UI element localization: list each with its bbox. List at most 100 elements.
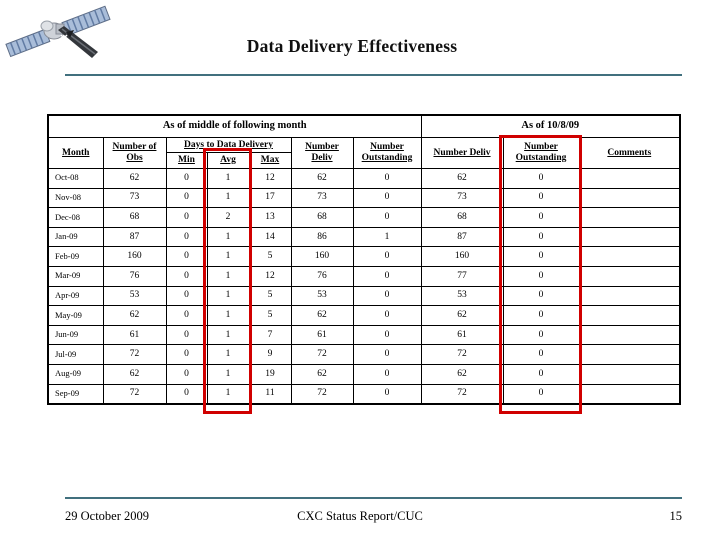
value-cell: 0 xyxy=(165,265,208,287)
value-cell: 1 xyxy=(206,383,250,405)
value-cell: 73 xyxy=(290,187,354,209)
solar-panel-left-icon xyxy=(5,28,51,58)
value-cell: 2 xyxy=(206,207,250,228)
value-cell: 14 xyxy=(248,226,292,248)
col-header-month: Month xyxy=(47,137,104,169)
value-cell: 87 xyxy=(102,226,167,248)
value-cell: 1 xyxy=(206,305,250,326)
group-header-as-of-date: As of 10/8/09 xyxy=(420,114,681,138)
col-header-min: Min xyxy=(165,152,208,169)
value-cell: 62 xyxy=(420,305,504,326)
value-cell: 9 xyxy=(248,344,292,365)
value-cell: 62 xyxy=(102,168,167,189)
value-cell: 5 xyxy=(248,305,292,326)
value-cell: 1 xyxy=(206,226,250,248)
month-cell: Jul-09 xyxy=(47,344,104,365)
col-header-max: Max xyxy=(248,152,292,169)
value-cell: 0 xyxy=(165,383,208,405)
table-row: Mar-09 76 0 1 12 76 0 77 0 xyxy=(47,265,681,287)
value-cell: 0 xyxy=(352,265,422,287)
value-cell: 0 xyxy=(165,324,208,346)
value-cell: 73 xyxy=(102,187,167,209)
table-row: Nov-08 73 0 1 17 73 0 73 0 xyxy=(47,187,681,209)
comments-cell xyxy=(578,383,681,405)
title-divider xyxy=(65,74,682,76)
comments-cell xyxy=(578,305,681,326)
value-cell: 0 xyxy=(165,226,208,248)
table-row: Dec-08 68 0 2 13 68 0 68 0 xyxy=(47,207,681,228)
value-cell: 72 xyxy=(102,344,167,365)
value-cell: 5 xyxy=(248,246,292,267)
telescope-tube-icon xyxy=(58,26,98,58)
month-cell: Mar-09 xyxy=(47,265,104,287)
value-cell: 77 xyxy=(420,265,504,287)
value-cell: 7 xyxy=(248,324,292,346)
month-cell: Jun-09 xyxy=(47,324,104,346)
value-cell: 0 xyxy=(502,324,580,346)
table-row: Jul-09 72 0 1 9 72 0 72 0 xyxy=(47,344,681,365)
value-cell: 72 xyxy=(290,344,354,365)
value-cell: 73 xyxy=(420,187,504,209)
month-cell: Aug-09 xyxy=(47,363,104,385)
footer-date: 29 October 2009 xyxy=(65,509,150,523)
comments-cell xyxy=(578,246,681,267)
value-cell: 53 xyxy=(102,285,167,307)
value-cell: 160 xyxy=(420,246,504,267)
value-cell: 0 xyxy=(165,168,208,189)
value-cell: 72 xyxy=(102,383,167,405)
month-cell: Jan-09 xyxy=(47,226,104,248)
comments-cell xyxy=(578,207,681,228)
value-cell: 0 xyxy=(165,305,208,326)
value-cell: 0 xyxy=(165,344,208,365)
col-header-num-obs: Number of Obs xyxy=(102,137,167,169)
value-cell: 0 xyxy=(352,363,422,385)
month-cell: Dec-08 xyxy=(47,207,104,228)
value-cell: 1 xyxy=(206,344,250,365)
value-cell: 11 xyxy=(248,383,292,405)
table-row: Oct-08 62 0 1 12 62 0 62 0 xyxy=(47,168,681,189)
table-row: Jun-09 61 0 1 7 61 0 61 0 xyxy=(47,324,681,346)
value-cell: 0 xyxy=(352,383,422,405)
value-cell: 1 xyxy=(206,265,250,287)
value-cell: 53 xyxy=(420,285,504,307)
footer-divider xyxy=(65,497,682,499)
value-cell: 0 xyxy=(165,363,208,385)
month-cell: Sep-09 xyxy=(47,383,104,405)
value-cell: 1 xyxy=(206,168,250,189)
footer-title: CXC Status Report/CUC xyxy=(297,509,423,523)
value-cell: 62 xyxy=(290,168,354,189)
value-cell: 1 xyxy=(206,324,250,346)
value-cell: 0 xyxy=(502,207,580,228)
value-cell: 72 xyxy=(420,344,504,365)
month-cell: May-09 xyxy=(47,305,104,326)
value-cell: 72 xyxy=(290,383,354,405)
value-cell: 62 xyxy=(420,168,504,189)
value-cell: 13 xyxy=(248,207,292,228)
comments-cell xyxy=(578,344,681,365)
comments-cell xyxy=(578,226,681,248)
value-cell: 0 xyxy=(165,246,208,267)
value-cell: 12 xyxy=(248,168,292,189)
col-header-num-deliv-mid: Number Deliv xyxy=(290,137,354,169)
comments-cell xyxy=(578,187,681,209)
value-cell: 86 xyxy=(290,226,354,248)
value-cell: 62 xyxy=(290,363,354,385)
value-cell: 0 xyxy=(352,285,422,307)
table-row: May-09 62 0 1 5 62 0 62 0 xyxy=(47,305,681,326)
month-cell: Feb-09 xyxy=(47,246,104,267)
value-cell: 1 xyxy=(352,226,422,248)
value-cell: 0 xyxy=(352,168,422,189)
value-cell: 12 xyxy=(248,265,292,287)
value-cell: 160 xyxy=(102,246,167,267)
value-cell: 160 xyxy=(290,246,354,267)
table-row: Feb-09 160 0 1 5 160 0 160 0 xyxy=(47,246,681,267)
value-cell: 0 xyxy=(502,265,580,287)
chandra-satellite-logo xyxy=(5,5,111,58)
month-cell: Oct-08 xyxy=(47,168,104,189)
value-cell: 62 xyxy=(420,363,504,385)
value-cell: 61 xyxy=(102,324,167,346)
value-cell: 62 xyxy=(102,305,167,326)
glint-icon xyxy=(60,34,68,42)
delivery-table: As of middle of following month As of 10… xyxy=(47,114,682,406)
